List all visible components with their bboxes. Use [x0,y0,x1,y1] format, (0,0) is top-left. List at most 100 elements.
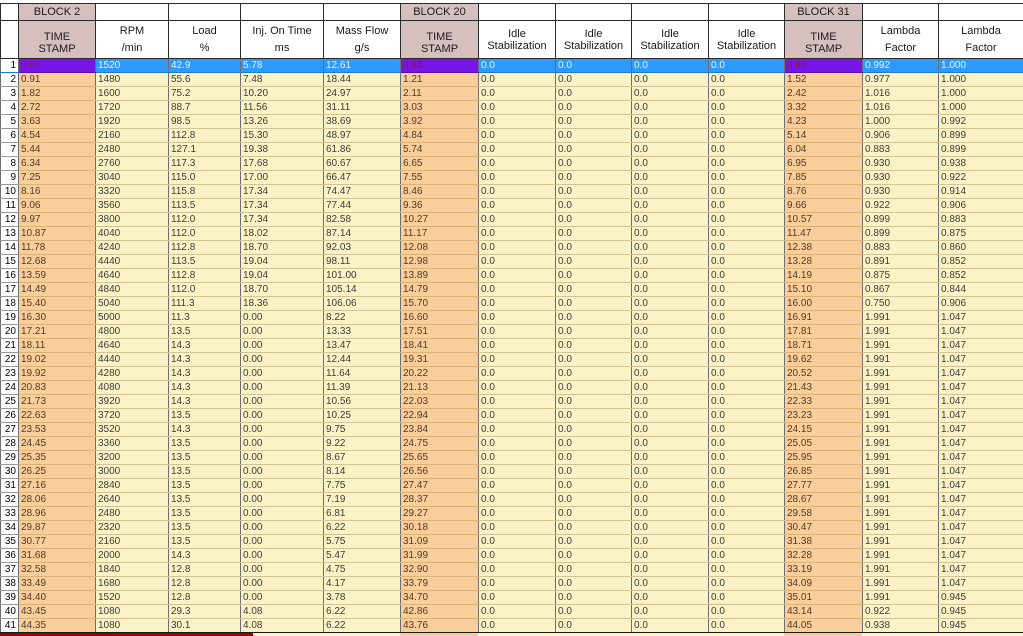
cell-idle-stabilization-3[interactable]: 0.0 [631,86,709,101]
cell-mass-flow[interactable]: 9.75 [323,422,401,437]
cell-block2-timestamp[interactable]: 31.68 [18,548,96,563]
cell-block20-timestamp[interactable]: 21.13 [400,380,479,395]
cell-lambda-factor-1[interactable]: 0.875 [862,268,939,283]
cell-idle-stabilization-3[interactable]: 0.0 [631,310,709,325]
cell-idle-stabilization-3[interactable]: 0.0 [631,464,709,479]
cell-block20-timestamp[interactable]: 15.70 [400,296,479,311]
cell-mass-flow[interactable]: 82.58 [323,212,401,227]
table-row-24[interactable]: 24 20.83 4080 14.3 0.00 11.39 21.13 0.0 0.0 0.0 0.… [0,380,1023,395]
cell-lambda-factor-2[interactable]: 0.852 [938,268,1023,283]
cell-idle-stabilization-4[interactable]: 0.0 [708,86,785,101]
cell-idle-stabilization-1[interactable]: 0.0 [478,506,556,521]
row-number-cell[interactable]: 37 [0,562,19,577]
cell-idle-stabilization-1[interactable]: 0.0 [478,156,556,171]
cell-load[interactable]: 13.5 [168,324,241,339]
cell-idle-stabilization-1[interactable]: 0.0 [478,590,556,605]
cell-idle-stabilization-2[interactable]: 0.0 [555,310,632,325]
cell-block20-timestamp[interactable]: 1.21 [400,72,479,87]
cell-inj-on-time[interactable]: 0.00 [240,380,324,395]
cell-idle-stabilization-4[interactable]: 0.0 [708,156,785,171]
cell-idle-stabilization-1[interactable]: 0.0 [478,380,556,395]
row-number-cell[interactable]: 39 [0,590,19,605]
cell-inj-on-time[interactable]: 0.00 [240,506,324,521]
cell-rpm[interactable]: 1720 [95,100,169,115]
cell-block2-timestamp[interactable]: 17.21 [18,324,96,339]
cell-load[interactable]: 14.3 [168,394,241,409]
cell-rpm[interactable]: 2840 [95,478,169,493]
cell-block2-timestamp[interactable]: 28.06 [18,492,96,507]
cell-idle-stabilization-1[interactable]: 0.0 [478,394,556,409]
cell-lambda-factor-2[interactable]: 1.000 [938,86,1023,101]
cell-load[interactable]: 14.3 [168,380,241,395]
cell-lambda-factor-2[interactable]: 0.922 [938,170,1023,185]
cell-idle-stabilization-1[interactable]: 0.0 [478,310,556,325]
cell-block31-timestamp[interactable]: 44.05 [784,618,863,633]
table-row-26[interactable]: 26 22.63 3720 13.5 0.00 10.25 22.94 0.0 0.0 0.0 0.… [0,408,1023,423]
cell-idle-stabilization-2[interactable]: 0.0 [555,184,632,199]
cell-rpm[interactable]: 1920 [95,114,169,129]
row-number-cell[interactable]: 9 [0,170,19,185]
cell-mass-flow[interactable]: 24.97 [323,86,401,101]
cell-idle-stabilization-3[interactable]: 0.0 [631,366,709,381]
row-number-cell[interactable]: 34 [0,520,19,535]
cell-lambda-factor-2[interactable]: 0.945 [938,604,1023,619]
table-row-8[interactable]: 8 6.34 2760 117.3 17.68 60.67 6.65 0.0 0.0 0.0 0.0… [0,156,1023,171]
cell-inj-on-time[interactable]: 0.00 [240,576,324,591]
cell-inj-on-time[interactable]: 4.08 [240,604,324,619]
cell-idle-stabilization-3[interactable]: 0.0 [631,534,709,549]
cell-mass-flow[interactable]: 10.25 [323,408,401,423]
cell-block2-timestamp[interactable]: 28.96 [18,506,96,521]
cell-block31-timestamp[interactable]: 25.95 [784,450,863,465]
cell-idle-stabilization-1[interactable]: 0.0 [478,548,556,563]
cell-block2-timestamp[interactable]: 44.35 [18,618,96,633]
cell-block2-timestamp[interactable]: 8.16 [18,184,96,199]
cell-block31-timestamp[interactable]: 10.57 [784,212,863,227]
cell-inj-on-time[interactable]: 7.48 [240,72,324,87]
row-number-cell[interactable]: 15 [0,254,19,269]
table-row-41[interactable]: 41 44.35 1080 30.1 4.08 6.22 43.76 0.0 0.0 0.0 0.0… [0,618,1023,633]
cell-block20-timestamp[interactable]: 42.86 [400,604,479,619]
cell-lambda-factor-2[interactable]: 1.047 [938,394,1023,409]
cell-idle-stabilization-3[interactable]: 0.0 [631,268,709,283]
cell-idle-stabilization-4[interactable]: 0.0 [708,198,785,213]
cell-lambda-factor-1[interactable]: 1.991 [862,422,939,437]
cell-mass-flow[interactable]: 31.11 [323,100,401,115]
cell-idle-stabilization-2[interactable]: 0.0 [555,520,632,535]
cell-load[interactable]: 127.1 [168,142,241,157]
row-number-cell[interactable]: 8 [0,156,19,171]
cell-block20-timestamp[interactable]: 10.27 [400,212,479,227]
row-number-cell[interactable]: 31 [0,478,19,493]
cell-inj-on-time[interactable]: 18.02 [240,226,324,241]
cell-block31-timestamp[interactable]: 6.04 [784,142,863,157]
table-row-19[interactable]: 19 16.30 5000 11.3 0.00 8.22 16.60 0.0 0.0 0.0 0.0… [0,310,1023,325]
cell-idle-stabilization-3[interactable]: 0.0 [631,114,709,129]
cell-block31-timestamp[interactable]: 30.47 [784,520,863,535]
cell-idle-stabilization-2[interactable]: 0.0 [555,72,632,87]
cell-lambda-factor-2[interactable]: 1.047 [938,352,1023,367]
cell-block2-timestamp[interactable]: 13.59 [18,268,96,283]
row-number-cell[interactable]: 21 [0,338,19,353]
cell-rpm[interactable]: 2640 [95,492,169,507]
cell-inj-on-time[interactable]: 0.00 [240,338,324,353]
cell-idle-stabilization-3[interactable]: 0.0 [631,590,709,605]
cell-rpm[interactable]: 1080 [95,604,169,619]
cell-idle-stabilization-1[interactable]: 0.0 [478,436,556,451]
table-row-27[interactable]: 27 23.53 3520 14.3 0.00 9.75 23.84 0.0 0.0 0.0 0.0… [0,422,1023,437]
cell-rpm[interactable]: 1480 [95,72,169,87]
cell-load[interactable]: 14.3 [168,548,241,563]
cell-idle-stabilization-1[interactable]: 0.0 [478,464,556,479]
cell-rpm[interactable]: 3320 [95,184,169,199]
cell-idle-stabilization-1[interactable]: 0.0 [478,618,556,633]
cell-lambda-factor-1[interactable]: 1.016 [862,86,939,101]
cell-lambda-factor-1[interactable]: 0.883 [862,142,939,157]
cell-rpm[interactable]: 3200 [95,450,169,465]
cell-idle-stabilization-3[interactable]: 0.0 [631,170,709,185]
cell-block31-timestamp[interactable]: 32.28 [784,548,863,563]
cell-block20-timestamp[interactable]: 32.90 [400,562,479,577]
cell-rpm[interactable]: 3040 [95,170,169,185]
cell-block31-timestamp[interactable]: 17.81 [784,324,863,339]
cell-idle-stabilization-2[interactable]: 0.0 [555,422,632,437]
cell-rpm[interactable]: 4440 [95,254,169,269]
cell-idle-stabilization-4[interactable]: 0.0 [708,128,785,143]
cell-block2-timestamp[interactable]: 7.25 [18,170,96,185]
